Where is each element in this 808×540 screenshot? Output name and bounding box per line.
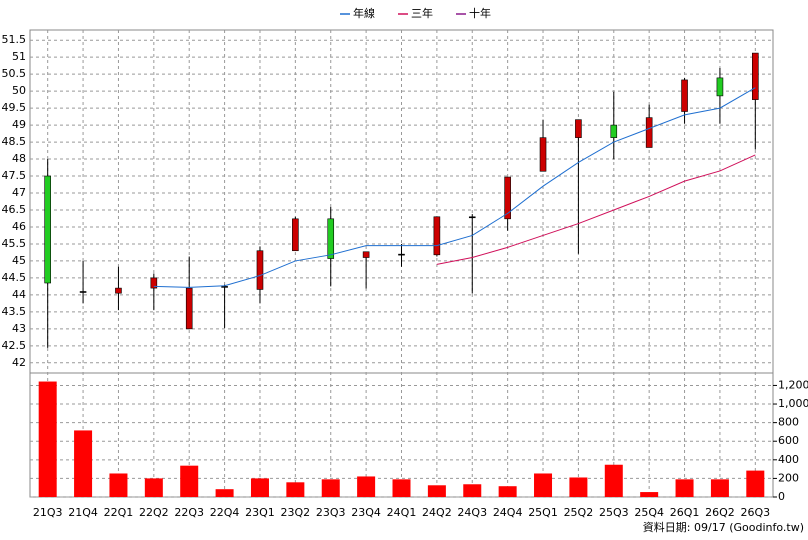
y2-tick-label: 400 — [778, 453, 799, 466]
x-tick-label: 22Q3 — [174, 506, 204, 519]
x-tick-label: 26Q3 — [740, 506, 770, 519]
volume-bar — [357, 476, 376, 497]
y-tick-label: 51 — [12, 50, 26, 63]
y2-tick-label: 600 — [778, 434, 799, 447]
candle-body — [115, 287, 122, 294]
y-tick-label: 43 — [12, 322, 26, 335]
volume-bar — [144, 478, 163, 497]
volume-bar — [710, 479, 729, 497]
candle-body — [752, 52, 759, 100]
x-tick-label: 23Q4 — [351, 506, 381, 519]
y-tick-label: 42.5 — [2, 339, 27, 352]
y-tick-label: 49.5 — [2, 101, 27, 114]
candle-body — [44, 175, 51, 284]
x-tick-label: 21Q3 — [33, 506, 63, 519]
volume-bar — [463, 484, 482, 497]
volume-bar — [498, 486, 517, 497]
volume-bar — [675, 479, 694, 497]
candle-body — [468, 216, 476, 219]
candle-body — [398, 253, 405, 256]
volume-bar — [109, 473, 128, 497]
legend-label: 十年 — [469, 6, 491, 20]
y-tick-label: 45 — [12, 254, 26, 267]
volume-bar — [74, 430, 93, 497]
y-tick-label: 50.5 — [2, 67, 27, 80]
x-tick-label: 23Q3 — [316, 506, 346, 519]
y2-tick-label: 1,000 — [778, 397, 808, 410]
candle-body — [150, 277, 158, 289]
x-tick-label: 22Q4 — [210, 506, 240, 519]
candle-body — [681, 79, 688, 112]
candle-body — [79, 291, 87, 293]
volume-bar — [569, 477, 588, 497]
y-tick-label: 46 — [12, 220, 26, 233]
volume-bar — [215, 489, 234, 497]
candle-body — [504, 176, 511, 220]
x-tick-label: 23Q2 — [281, 506, 311, 519]
volume-bar — [250, 478, 269, 497]
y-tick-label: 47 — [12, 186, 26, 199]
x-tick-label: 22Q2 — [139, 506, 169, 519]
y-tick-label: 48 — [12, 152, 26, 165]
candle-body — [645, 117, 653, 148]
volume-bar — [640, 492, 659, 497]
legend-label: 年線 — [353, 6, 375, 20]
x-tick-label: 23Q1 — [245, 506, 275, 519]
x-tick-label: 24Q4 — [493, 506, 523, 519]
x-tick-label: 24Q3 — [457, 506, 487, 519]
y-tick-label: 44.5 — [2, 271, 27, 284]
ma-line — [153, 87, 756, 288]
candle-body — [221, 286, 228, 288]
x-tick-label: 22Q1 — [104, 506, 134, 519]
candle-body — [716, 77, 724, 97]
candle-body — [292, 218, 299, 252]
y2-tick-label: 800 — [778, 416, 799, 429]
volume-bar — [180, 465, 199, 497]
y-tick-label: 50 — [12, 84, 26, 97]
candle-body — [362, 251, 370, 258]
volume-bar — [321, 479, 340, 497]
x-tick-label: 24Q1 — [387, 506, 417, 519]
volume-bar — [604, 464, 623, 497]
volume-bar — [38, 381, 57, 497]
y2-tick-label: 1,200 — [778, 378, 808, 391]
candle-body — [433, 216, 441, 256]
volume-bar — [534, 473, 553, 497]
candle-body — [575, 119, 582, 138]
x-tick-label: 25Q2 — [564, 506, 594, 519]
y-tick-label: 45.5 — [2, 237, 27, 250]
x-tick-label: 25Q4 — [634, 506, 664, 519]
y-tick-label: 48.5 — [2, 135, 27, 148]
x-tick-label: 25Q1 — [528, 506, 558, 519]
candle-body — [327, 218, 335, 259]
y-tick-label: 47.5 — [2, 169, 27, 182]
volume-bar — [427, 485, 446, 497]
y-tick-label: 49 — [12, 118, 26, 131]
y2-tick-label: 0 — [778, 490, 785, 503]
volume-bar — [746, 470, 765, 497]
y-tick-label: 44 — [12, 288, 26, 301]
candle-body — [539, 137, 547, 172]
x-tick-label: 25Q3 — [599, 506, 629, 519]
volume-bar — [392, 479, 411, 497]
legend-label: 三年 — [411, 6, 433, 20]
x-tick-label: 26Q2 — [705, 506, 735, 519]
y-tick-label: 46.5 — [2, 203, 27, 216]
candle-body — [256, 250, 264, 290]
y-tick-label: 42 — [12, 356, 26, 369]
candle-body — [185, 287, 193, 330]
x-tick-label: 24Q2 — [422, 506, 452, 519]
volume-bar — [286, 482, 305, 497]
y-tick-label: 43.5 — [2, 305, 27, 318]
candle-body — [610, 124, 618, 138]
y-tick-label: 51.5 — [2, 33, 27, 46]
y2-tick-label: 200 — [778, 471, 799, 484]
ma-line — [436, 154, 756, 265]
x-tick-label: 26Q1 — [670, 506, 700, 519]
footnote: 資料日期: 09/17 (Goodinfo.tw) — [643, 520, 804, 534]
x-tick-label: 21Q4 — [68, 506, 98, 519]
